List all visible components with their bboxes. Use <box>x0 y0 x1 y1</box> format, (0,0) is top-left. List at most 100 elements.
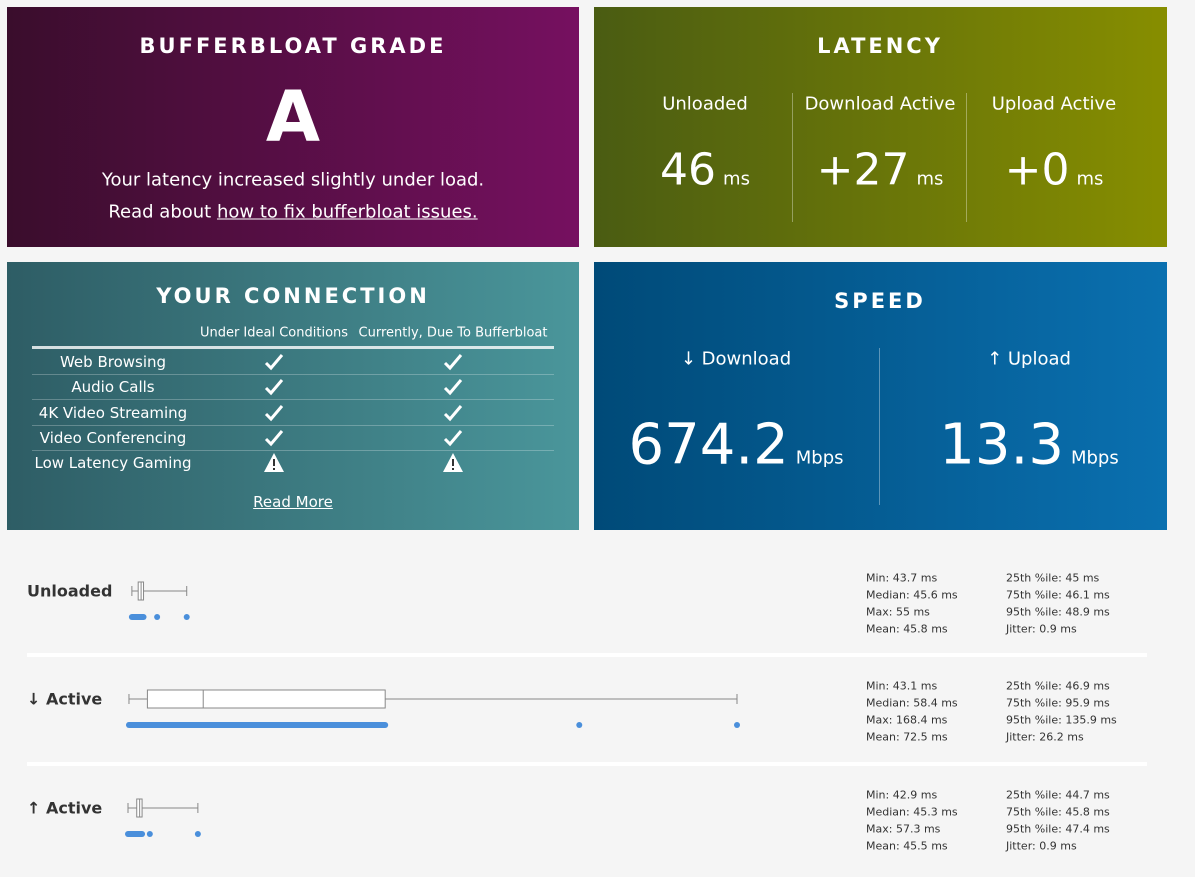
stat: 75th %ile: 95.9 ms <box>1006 697 1110 710</box>
stat: Mean: 45.8 ms <box>866 623 948 636</box>
column-header: Under Ideal Conditions <box>199 325 349 341</box>
stat: 25th %ile: 46.9 ms <box>1006 680 1110 693</box>
stat: Mean: 45.5 ms <box>866 840 948 853</box>
stat-value: 42.9 <box>892 788 918 802</box>
stat-unit: ms <box>923 822 941 836</box>
stat-label: Mean: <box>866 839 900 853</box>
row-separator <box>27 653 1147 657</box>
stat-label: Max: <box>866 822 893 836</box>
row-label: Low Latency Gaming <box>34 454 192 473</box>
value: 13.3 Mbps <box>939 413 1118 478</box>
stat-label: 25th %ile: <box>1006 571 1062 585</box>
message: Your latency increased slightly under lo… <box>101 169 485 191</box>
value-number: +27 <box>816 144 910 196</box>
column-label: Download Active <box>804 93 956 115</box>
value-unit: ms <box>1076 168 1104 190</box>
stat-value: 48.9 <box>1065 605 1090 619</box>
value-number: 46 <box>660 144 717 196</box>
stat: Mean: 72.5 ms <box>866 731 948 744</box>
stat-value: 55 <box>895 605 910 619</box>
stat: Min: 43.1 ms <box>866 680 937 693</box>
stat-label: Min: <box>866 571 890 585</box>
stat-label: Mean: <box>866 622 900 636</box>
stat-value: 168.4 <box>895 713 928 727</box>
stat: 25th %ile: 45 ms <box>1006 572 1099 585</box>
row-label: Audio Calls <box>71 378 155 397</box>
check-icon <box>443 404 463 421</box>
stat-label: Min: <box>866 788 890 802</box>
speed-panel: SPEED ↓ Download 674.2 Mbps ↑ Upload 13.3 Mbp… <box>594 262 1167 530</box>
panel-title: YOUR CONNECTION <box>156 284 430 308</box>
column-label: ↑ Upload <box>987 348 1071 370</box>
grade: A <box>265 76 321 158</box>
stat-value: 0.9 <box>1039 839 1057 853</box>
check-icon <box>443 429 463 447</box>
stat-unit: ms <box>1093 805 1110 819</box>
row-label: 4K Video Streaming <box>38 403 188 422</box>
stat-value: 44.7 <box>1065 788 1090 802</box>
row-label: Web Browsing <box>59 353 167 371</box>
value-unit: Mbps <box>795 447 844 469</box>
column-header: Currently, Due To Bufferbloat <box>358 325 548 341</box>
stat-unit: ms <box>931 839 948 853</box>
row-label: Unloaded <box>27 581 113 601</box>
panel-title: SPEED <box>834 289 926 313</box>
sample-dot <box>146 831 153 837</box>
box-plots <box>125 581 740 837</box>
stat-label: 25th %ile: <box>1006 679 1062 693</box>
connection-panel: YOUR CONNECTION Read More Under Ideal Co… <box>7 262 579 530</box>
stat-unit: ms <box>1093 788 1110 802</box>
sample-dot <box>154 614 161 620</box>
check-icon <box>443 354 463 371</box>
row-rule <box>32 374 554 375</box>
stat: 95th %ile: 135.9 ms <box>1006 714 1117 727</box>
stat-unit: ms <box>930 713 948 727</box>
stat-value: 135.9 <box>1065 713 1097 727</box>
stat: Min: 42.9 ms <box>866 789 937 802</box>
grade-panel: BUFFERBLOAT GRADE A Your latency increas… <box>7 7 579 247</box>
stat-value: 72.5 <box>903 730 928 744</box>
stat-label: 95th %ile: <box>1006 605 1062 619</box>
stat-label: Max: <box>866 605 893 619</box>
stat: 75th %ile: 45.8 ms <box>1006 806 1110 819</box>
sample-dot <box>183 614 190 620</box>
sample-dot <box>194 831 201 837</box>
stat-value: 46.9 <box>1065 679 1090 693</box>
stat-unit: ms <box>941 588 958 602</box>
stat-value: 26.2 <box>1039 730 1064 744</box>
stat-unit: ms <box>1060 622 1077 636</box>
warning-icon <box>443 453 463 473</box>
stat-value: 45.8 <box>903 622 928 636</box>
warning-icon <box>264 453 284 473</box>
table-rule <box>32 346 554 349</box>
panel-title: LATENCY <box>817 34 943 58</box>
stat-unit: ms <box>1093 679 1110 693</box>
stat: 75th %ile: 46.1 ms <box>1006 589 1110 602</box>
stat-label: Median: <box>866 588 910 602</box>
stat-value: 0.9 <box>1039 622 1057 636</box>
value-unit: ms <box>916 168 944 190</box>
stat-unit: ms <box>1093 696 1110 710</box>
box <box>146 689 386 709</box>
stat-label: Mean: <box>866 730 900 744</box>
column-label: Unloaded <box>662 93 748 115</box>
stat-value: 45 <box>1065 571 1080 585</box>
stat-value: 43.1 <box>892 679 918 693</box>
row-label: ↓ Active <box>27 689 103 709</box>
stat-label: 75th %ile: <box>1006 805 1062 819</box>
read-prefix: Read about <box>108 201 212 223</box>
column-label: ↓ Download <box>680 348 792 370</box>
row-label: Video Conferencing <box>39 428 187 447</box>
stat: Max: 55 ms <box>866 606 930 619</box>
check-icon <box>264 429 284 447</box>
value: +0 ms <box>1005 145 1104 196</box>
stat: Median: 45.3 ms <box>866 806 958 819</box>
stat: Median: 45.6 ms <box>866 589 958 602</box>
stat: Min: 43.7 ms <box>866 572 937 585</box>
check-icon <box>264 354 284 371</box>
fix-link[interactable]: how to fix bufferbloat issues. <box>216 201 478 223</box>
read-more-link[interactable]: Read More <box>253 493 333 511</box>
stat-label: Min: <box>866 679 890 693</box>
sample-dot <box>576 722 583 728</box>
